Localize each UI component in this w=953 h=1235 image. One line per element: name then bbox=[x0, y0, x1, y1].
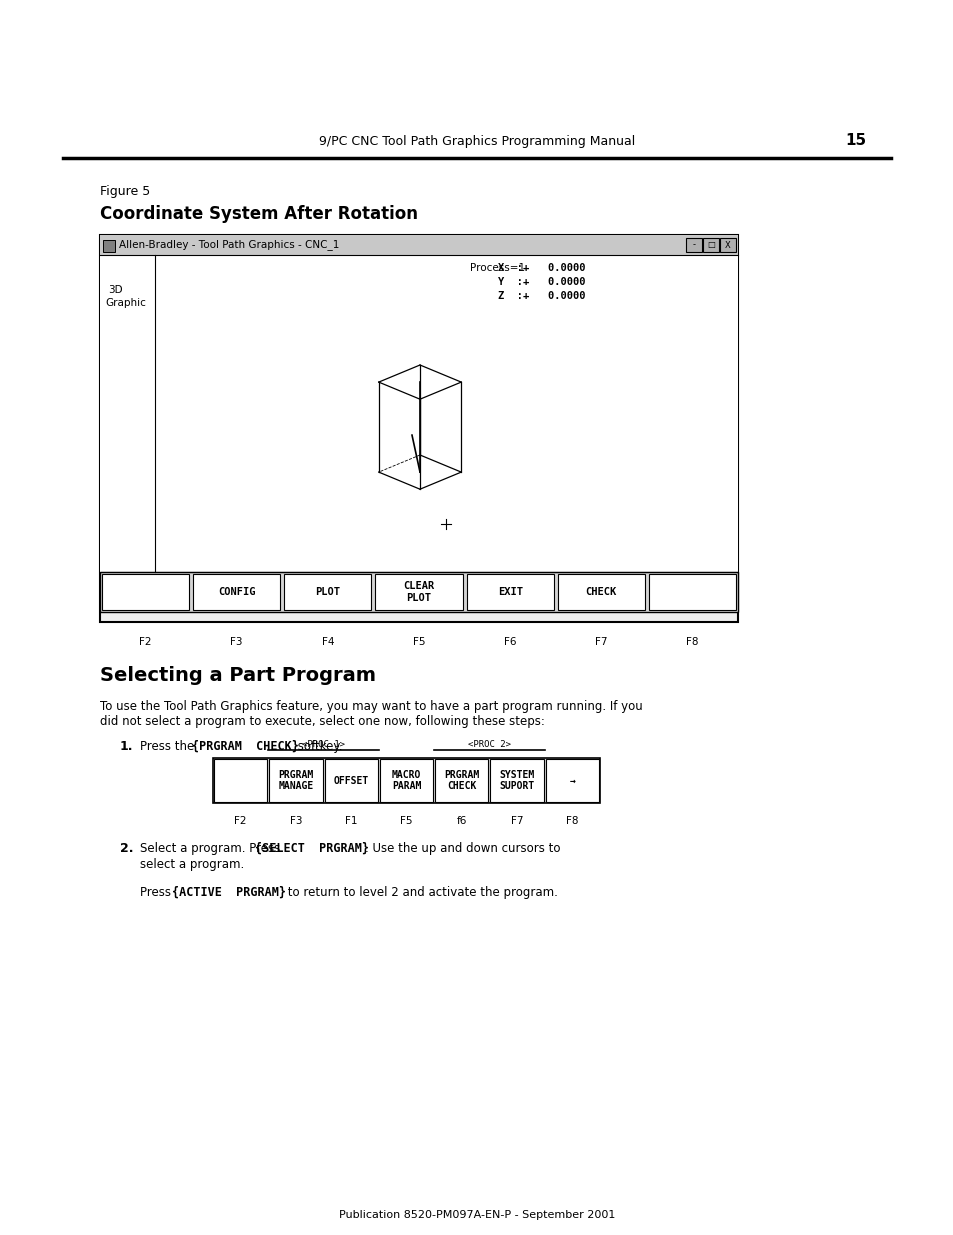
Text: -: - bbox=[692, 241, 695, 249]
Text: X  :+   0.0000: X :+ 0.0000 bbox=[497, 263, 585, 273]
Bar bbox=[100, 572, 738, 613]
Text: PRGRAM
CHECK: PRGRAM CHECK bbox=[444, 769, 479, 792]
Text: F2: F2 bbox=[234, 816, 247, 826]
Text: F1: F1 bbox=[345, 816, 357, 826]
Text: MACRO
PARAM: MACRO PARAM bbox=[392, 769, 420, 792]
Bar bbox=[558, 574, 644, 610]
Text: Graphic: Graphic bbox=[105, 298, 146, 308]
Text: 2.: 2. bbox=[120, 842, 133, 855]
Text: F6: F6 bbox=[503, 637, 516, 647]
Bar bbox=[100, 254, 738, 572]
Text: <PROC 1>: <PROC 1> bbox=[302, 740, 345, 748]
Text: F8: F8 bbox=[565, 816, 578, 826]
Text: 9/PC CNC Tool Path Graphics Programming Manual: 9/PC CNC Tool Path Graphics Programming … bbox=[318, 135, 635, 148]
Bar bbox=[720, 238, 735, 252]
Text: F7: F7 bbox=[595, 637, 607, 647]
Bar bbox=[379, 760, 433, 802]
Bar bbox=[435, 760, 488, 802]
Text: CHECK: CHECK bbox=[585, 587, 617, 597]
Bar bbox=[269, 760, 322, 802]
Bar bbox=[324, 760, 377, 802]
Bar bbox=[685, 238, 701, 252]
Text: did not select a program to execute, select one now, following these steps:: did not select a program to execute, sel… bbox=[100, 715, 544, 727]
Text: {PRGRAM  CHECK}: {PRGRAM CHECK} bbox=[192, 740, 298, 753]
Text: 15: 15 bbox=[844, 133, 865, 148]
Text: SYSTEM
SUPORT: SYSTEM SUPORT bbox=[499, 769, 534, 792]
Text: F5: F5 bbox=[413, 637, 425, 647]
Text: PLOT: PLOT bbox=[315, 587, 340, 597]
Text: Press the: Press the bbox=[140, 740, 198, 753]
Bar bbox=[100, 235, 738, 254]
Bar bbox=[103, 240, 115, 252]
Text: {SELECT  PRGRAM}: {SELECT PRGRAM} bbox=[254, 842, 369, 855]
Bar bbox=[213, 760, 267, 802]
Text: Press: Press bbox=[140, 885, 174, 899]
Text: 3D: 3D bbox=[108, 285, 123, 295]
Bar bbox=[490, 760, 543, 802]
Text: Figure 5: Figure 5 bbox=[100, 185, 150, 198]
Text: F3: F3 bbox=[290, 816, 302, 826]
Text: softkey.: softkey. bbox=[294, 740, 342, 753]
Text: Y  :+   0.0000: Y :+ 0.0000 bbox=[497, 277, 585, 287]
Text: F2: F2 bbox=[139, 637, 152, 647]
Text: CONFIG: CONFIG bbox=[217, 587, 255, 597]
Text: EXIT: EXIT bbox=[497, 587, 522, 597]
Bar bbox=[545, 760, 598, 802]
Text: To use the Tool Path Graphics feature, you may want to have a part program runni: To use the Tool Path Graphics feature, y… bbox=[100, 700, 642, 713]
Text: □: □ bbox=[706, 241, 714, 249]
Text: F4: F4 bbox=[321, 637, 334, 647]
Text: Process=1: Process=1 bbox=[470, 263, 524, 273]
Bar bbox=[375, 574, 462, 610]
Text: →: → bbox=[569, 776, 575, 785]
Bar bbox=[102, 574, 189, 610]
Text: 1.: 1. bbox=[120, 740, 133, 753]
Bar bbox=[193, 574, 280, 610]
Text: Coordinate System After Rotation: Coordinate System After Rotation bbox=[100, 205, 417, 224]
Bar bbox=[284, 574, 371, 610]
Text: to return to level 2 and activate the program.: to return to level 2 and activate the pr… bbox=[284, 885, 558, 899]
Text: <PROC 2>: <PROC 2> bbox=[467, 740, 511, 748]
Text: PRGRAM
MANAGE: PRGRAM MANAGE bbox=[278, 769, 314, 792]
Bar bbox=[466, 574, 553, 610]
Text: . Use the up and down cursors to: . Use the up and down cursors to bbox=[365, 842, 560, 855]
Text: F7: F7 bbox=[510, 816, 523, 826]
Text: F3: F3 bbox=[231, 637, 243, 647]
Text: Z  :+   0.0000: Z :+ 0.0000 bbox=[497, 291, 585, 301]
Text: Selecting a Part Program: Selecting a Part Program bbox=[100, 666, 375, 685]
Text: OFFSET: OFFSET bbox=[334, 776, 369, 785]
Text: Allen-Bradley - Tool Path Graphics - CNC_1: Allen-Bradley - Tool Path Graphics - CNC… bbox=[119, 240, 339, 251]
Bar bbox=[100, 235, 738, 622]
Text: CLEAR
PLOT: CLEAR PLOT bbox=[403, 580, 435, 603]
Bar bbox=[648, 574, 735, 610]
Text: select a program.: select a program. bbox=[140, 858, 244, 871]
Text: {ACTIVE  PRGRAM}: {ACTIVE PRGRAM} bbox=[172, 885, 286, 899]
Bar bbox=[702, 238, 719, 252]
Text: f6: f6 bbox=[456, 816, 466, 826]
Text: F5: F5 bbox=[400, 816, 413, 826]
Text: X: X bbox=[724, 241, 730, 249]
Text: Select a program. Press: Select a program. Press bbox=[140, 842, 284, 855]
Bar bbox=[213, 758, 599, 803]
Text: F8: F8 bbox=[685, 637, 698, 647]
Text: Publication 8520-PM097A-EN-P - September 2001: Publication 8520-PM097A-EN-P - September… bbox=[338, 1210, 615, 1220]
